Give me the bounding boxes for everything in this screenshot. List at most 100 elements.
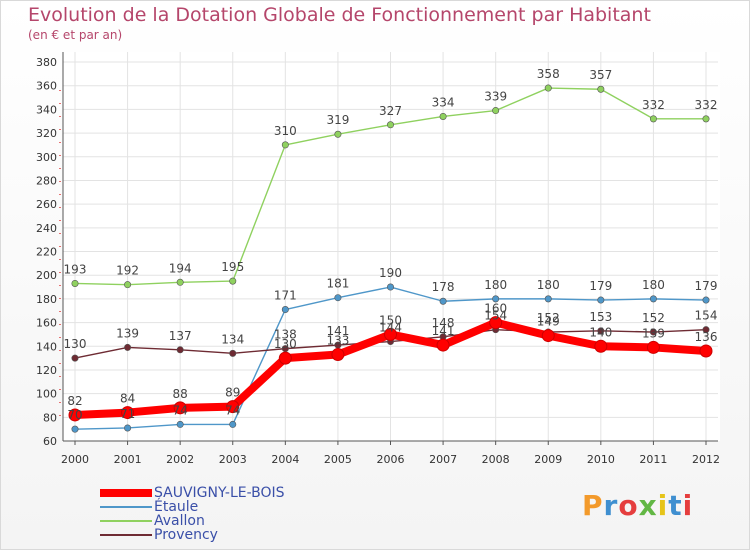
- chart-subtitle: (en € et par an): [28, 28, 123, 42]
- logo-letter: o: [618, 489, 639, 522]
- data-label: 152: [537, 311, 560, 325]
- data-point: [649, 328, 657, 336]
- data-label: 310: [274, 124, 297, 138]
- x-tick-label: 2011: [639, 453, 667, 466]
- data-label: 149: [537, 315, 560, 329]
- y-tick-label: 360: [36, 80, 57, 93]
- data-point: [71, 354, 79, 362]
- data-label: 71: [120, 407, 135, 421]
- data-point: [702, 326, 710, 334]
- x-tick-label: 2000: [61, 453, 89, 466]
- x-tick-label: 2006: [377, 453, 405, 466]
- legend-label: SAUVIGNY-LE-BOIS: [154, 485, 285, 501]
- data-point: [176, 420, 184, 428]
- data-point: [541, 329, 555, 343]
- x-tick-label: 2002: [166, 453, 194, 466]
- x-tick-label: 2005: [324, 453, 352, 466]
- data-label: 88: [173, 387, 188, 401]
- y-tick-label: 300: [36, 151, 57, 164]
- legend-swatch: [100, 506, 152, 508]
- data-point: [386, 121, 394, 129]
- data-point: [331, 348, 345, 362]
- y-tick-label: 260: [36, 198, 57, 211]
- data-point: [702, 296, 710, 304]
- legend-swatch: [100, 520, 152, 522]
- y-tick-label: 220: [36, 246, 57, 259]
- data-label: 319: [326, 113, 349, 127]
- data-label: 150: [379, 313, 402, 327]
- data-label: 133: [326, 334, 349, 348]
- legend-label: Étaule: [154, 499, 199, 515]
- data-label: 74: [173, 403, 188, 417]
- data-label: 70: [67, 408, 82, 422]
- data-label: 181: [326, 277, 349, 291]
- data-label: 178: [432, 280, 455, 294]
- data-label: 179: [695, 279, 718, 293]
- data-label: 139: [642, 326, 665, 340]
- data-label: 154: [695, 309, 718, 323]
- logo-letter: r: [603, 489, 619, 522]
- logo-letter: P: [582, 489, 604, 522]
- logo-letter: t: [668, 489, 683, 522]
- data-label: 140: [589, 325, 612, 339]
- data-label: 179: [589, 279, 612, 293]
- logo-letter: i: [682, 489, 694, 522]
- data-label: 180: [537, 278, 560, 292]
- data-label: 194: [169, 261, 192, 275]
- data-point: [489, 316, 503, 330]
- data-label: 138: [274, 328, 297, 342]
- data-point: [229, 349, 237, 357]
- x-tick-label: 2012: [692, 453, 720, 466]
- data-point: [173, 401, 187, 415]
- legend-swatch: [100, 534, 152, 536]
- data-label: 137: [169, 329, 192, 343]
- data-point: [281, 141, 289, 149]
- data-point: [597, 85, 605, 93]
- y-tick-label: 140: [36, 340, 57, 353]
- data-point: [71, 279, 79, 287]
- legend-label: Provency: [154, 527, 218, 543]
- data-label: 339: [484, 90, 507, 104]
- data-point: [281, 306, 289, 314]
- data-label: 358: [537, 67, 560, 81]
- data-point: [439, 297, 447, 305]
- data-point: [597, 327, 605, 335]
- x-tick-label: 2009: [534, 453, 562, 466]
- data-point: [229, 420, 237, 428]
- data-label: 148: [432, 316, 455, 330]
- x-tick-label: 2001: [114, 453, 142, 466]
- data-label: 130: [274, 337, 297, 351]
- data-label: 195: [221, 260, 244, 274]
- data-point: [124, 424, 132, 432]
- y-tick-label: 320: [36, 127, 57, 140]
- data-label: 192: [116, 264, 139, 278]
- data-point: [176, 346, 184, 354]
- legend-label: Avallon: [154, 513, 205, 529]
- data-point: [699, 344, 713, 358]
- y-tick-label: 280: [36, 174, 57, 187]
- data-point: [68, 408, 82, 422]
- x-tick-label: 2004: [271, 453, 299, 466]
- y-tick-label: 180: [36, 293, 57, 306]
- data-label: 89: [225, 386, 240, 400]
- data-point: [71, 425, 79, 433]
- data-point: [121, 406, 135, 420]
- data-point: [702, 115, 710, 123]
- proxiti-logo: Proxiti: [582, 489, 693, 522]
- y-tick-label: 240: [36, 222, 57, 235]
- y-tick-label: 160: [36, 317, 57, 330]
- y-tick-label: 340: [36, 103, 57, 116]
- data-point: [278, 351, 292, 365]
- data-point: [649, 115, 657, 123]
- data-label: 171: [274, 289, 297, 303]
- data-label: 82: [67, 394, 82, 408]
- data-label: 153: [589, 310, 612, 324]
- logo-letter: x: [638, 489, 658, 522]
- data-point: [439, 112, 447, 120]
- data-label: 141: [432, 324, 455, 338]
- data-label: 136: [695, 330, 718, 344]
- data-label: 357: [589, 68, 612, 82]
- data-point: [334, 294, 342, 302]
- y-tick-label: 60: [43, 435, 57, 448]
